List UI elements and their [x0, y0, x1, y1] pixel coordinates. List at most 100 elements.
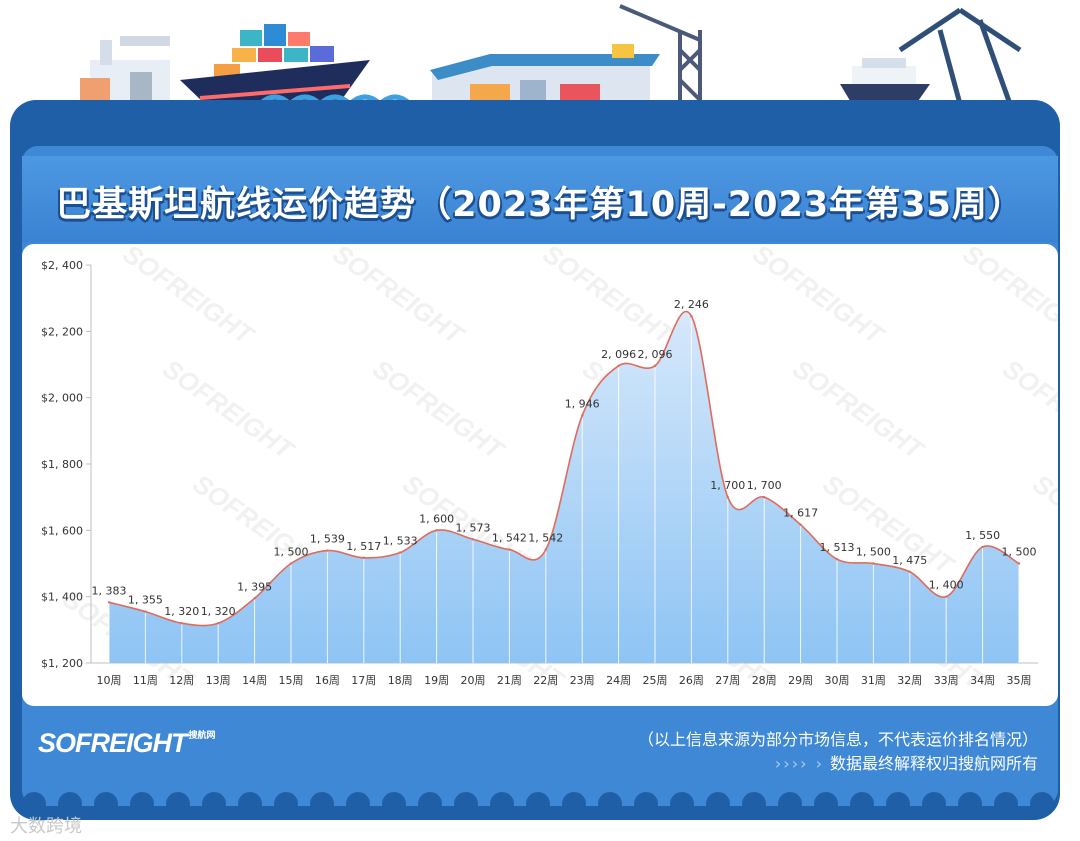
brand-sub: 搜航网 — [188, 730, 216, 740]
scallop — [778, 792, 802, 810]
x-tick-label: 15周 — [279, 674, 304, 687]
y-tick-label: $1, 200 — [41, 657, 83, 670]
x-tick-label: 34周 — [970, 674, 995, 687]
data-label: 1, 500 — [274, 546, 309, 559]
x-tick-label: 18周 — [388, 674, 413, 687]
chart-card: SOFREIGHT SOFREIGHT SOFREIGHT SOFREIGHT SOFR… — [22, 244, 1058, 706]
scallop — [58, 792, 82, 810]
data-label: 1, 400 — [929, 579, 964, 592]
data-point — [690, 314, 693, 318]
scallop — [490, 792, 514, 810]
data-point — [107, 601, 111, 604]
data-point — [835, 557, 839, 561]
scallop — [346, 792, 370, 810]
x-tick-label: 11周 — [133, 674, 158, 687]
cargo-ship-icon — [180, 24, 370, 104]
data-point — [435, 529, 438, 532]
scallop — [1030, 792, 1054, 810]
rights-note: ›››› › 数据最终解释权归搜航网所有 — [775, 750, 1038, 774]
y-tick-label: $2, 200 — [41, 325, 83, 338]
data-label: 1, 617 — [783, 507, 818, 520]
data-label: 2, 096 — [638, 348, 673, 361]
x-tick-label: 17周 — [351, 674, 376, 687]
data-point — [362, 556, 365, 560]
scallop — [742, 792, 766, 810]
bottom-scallop — [22, 792, 1054, 810]
x-tick-label: 31周 — [861, 674, 886, 687]
scallop — [706, 792, 730, 810]
data-label: 1, 500 — [1002, 546, 1037, 559]
arrows-icon: ›››› › — [774, 754, 824, 773]
scallop — [166, 792, 190, 810]
x-tick-label: 28周 — [752, 674, 777, 687]
x-tick-label: 16周 — [315, 674, 340, 687]
data-point — [617, 364, 620, 368]
page-title: 巴基斯坦航线运价趋势（2023年第10周-2023年第35周） — [56, 185, 1024, 225]
rights-text: 数据最终解释权归搜航网所有 — [829, 754, 1038, 773]
source-note: （以上信息来源为部分市场信息，不代表运价排名情况） — [637, 730, 1038, 749]
scallop — [958, 792, 982, 810]
x-tick-label: 27周 — [715, 674, 740, 687]
data-label: 1, 542 — [492, 532, 527, 545]
data-point — [1017, 562, 1021, 565]
data-label: 1, 320 — [201, 605, 236, 618]
scallop — [238, 792, 262, 810]
data-label: 2, 246 — [674, 298, 709, 311]
x-tick-label: 26周 — [679, 674, 704, 687]
x-tick-label: 23周 — [570, 674, 595, 687]
x-tick-label: 21周 — [497, 674, 522, 687]
scallop — [922, 792, 946, 810]
data-label: 1, 513 — [820, 541, 855, 554]
x-tick-label: 13周 — [206, 674, 231, 687]
scallop — [526, 792, 550, 810]
y-tick-label: $2, 000 — [41, 392, 83, 405]
data-label: 1, 533 — [383, 535, 418, 548]
x-tick-label: 12周 — [169, 674, 194, 687]
scallop — [94, 792, 118, 810]
data-label: 1, 475 — [892, 554, 927, 567]
data-label: 1, 517 — [346, 540, 381, 553]
scallop — [886, 792, 910, 810]
data-label: 1, 320 — [164, 605, 199, 618]
x-tick-label: 22周 — [533, 674, 558, 687]
scallop — [850, 792, 874, 810]
data-point — [180, 622, 183, 625]
data-label: 1, 355 — [128, 594, 163, 607]
data-label: 1, 573 — [456, 521, 491, 534]
x-tick-label: 29周 — [788, 674, 813, 687]
data-label: 1, 946 — [565, 398, 600, 411]
data-point — [217, 622, 220, 625]
y-tick-label: $1, 400 — [41, 591, 83, 604]
data-label: 1, 542 — [528, 532, 563, 545]
x-tick-label: 25周 — [643, 674, 668, 687]
scallop — [814, 792, 838, 810]
data-label: 2, 096 — [601, 348, 636, 361]
brand-logo: SOFREIGHT 搜航网 — [38, 728, 216, 759]
brand-name: SOFREIGHT — [38, 728, 188, 758]
scallop — [634, 792, 658, 810]
data-point — [581, 414, 584, 417]
port-illustration — [80, 4, 1022, 108]
data-point — [544, 548, 547, 551]
scallop — [130, 792, 154, 810]
data-point — [653, 364, 657, 368]
x-tick-label: 24周 — [606, 674, 631, 687]
x-tick-label: 33周 — [934, 674, 959, 687]
data-label: 1, 700 — [710, 479, 745, 492]
ferry-icon — [840, 58, 930, 104]
scallop — [274, 792, 298, 810]
data-label: 1, 395 — [237, 580, 272, 593]
data-label: 1, 600 — [419, 512, 454, 525]
data-point — [908, 570, 911, 573]
data-label: 1, 500 — [856, 546, 891, 559]
data-point — [289, 562, 293, 565]
data-point — [326, 549, 329, 552]
scallop — [598, 792, 622, 810]
scallop — [310, 792, 334, 810]
x-tick-label: 19周 — [424, 674, 449, 687]
harbor-crane-icon — [898, 7, 1022, 105]
scallop — [418, 792, 442, 810]
factory-icon — [80, 36, 170, 106]
x-tick-label: 20周 — [461, 674, 486, 687]
data-point — [144, 610, 147, 613]
